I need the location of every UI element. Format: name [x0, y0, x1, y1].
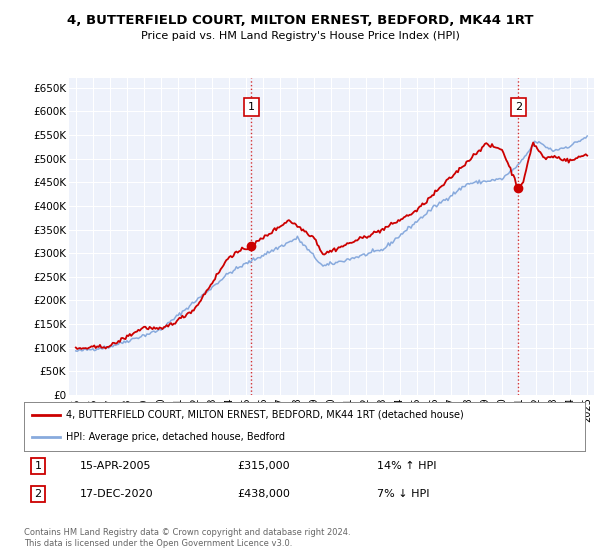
- Text: 4, BUTTERFIELD COURT, MILTON ERNEST, BEDFORD, MK44 1RT: 4, BUTTERFIELD COURT, MILTON ERNEST, BED…: [67, 14, 533, 27]
- Text: 4, BUTTERFIELD COURT, MILTON ERNEST, BEDFORD, MK44 1RT (detached house): 4, BUTTERFIELD COURT, MILTON ERNEST, BED…: [66, 410, 464, 420]
- Text: 14% ↑ HPI: 14% ↑ HPI: [377, 461, 437, 471]
- Text: 2: 2: [34, 489, 41, 499]
- Text: £438,000: £438,000: [237, 489, 290, 499]
- Text: This data is licensed under the Open Government Licence v3.0.: This data is licensed under the Open Gov…: [24, 539, 292, 548]
- Text: 1: 1: [35, 461, 41, 471]
- Text: Price paid vs. HM Land Registry's House Price Index (HPI): Price paid vs. HM Land Registry's House …: [140, 31, 460, 41]
- Text: 7% ↓ HPI: 7% ↓ HPI: [377, 489, 430, 499]
- Text: 1: 1: [248, 102, 255, 112]
- Text: HPI: Average price, detached house, Bedford: HPI: Average price, detached house, Bedf…: [66, 432, 285, 442]
- Text: £315,000: £315,000: [237, 461, 290, 471]
- Text: 2: 2: [515, 102, 522, 112]
- Text: 15-APR-2005: 15-APR-2005: [80, 461, 152, 471]
- Text: Contains HM Land Registry data © Crown copyright and database right 2024.: Contains HM Land Registry data © Crown c…: [24, 528, 350, 536]
- Text: 17-DEC-2020: 17-DEC-2020: [80, 489, 154, 499]
